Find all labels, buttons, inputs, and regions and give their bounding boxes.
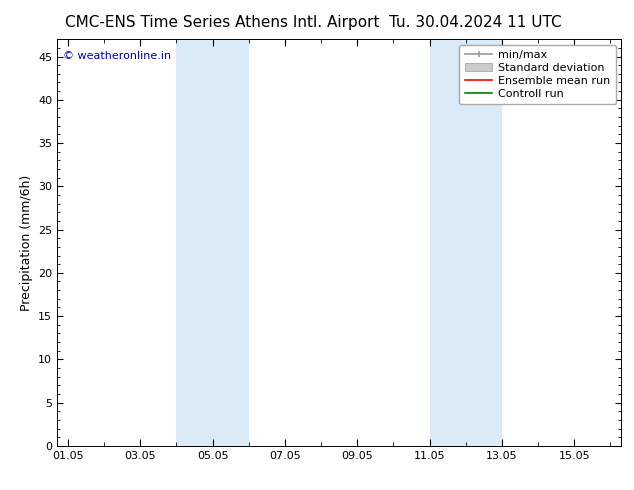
Legend: min/max, Standard deviation, Ensemble mean run, Controll run: min/max, Standard deviation, Ensemble me… <box>459 45 616 104</box>
Text: CMC-ENS Time Series Athens Intl. Airport: CMC-ENS Time Series Athens Intl. Airport <box>65 15 379 30</box>
Bar <box>176 39 249 446</box>
Text: Tu. 30.04.2024 11 UTC: Tu. 30.04.2024 11 UTC <box>389 15 562 30</box>
Text: © weatheronline.in: © weatheronline.in <box>63 51 171 61</box>
Y-axis label: Precipitation (mm/6h): Precipitation (mm/6h) <box>20 174 32 311</box>
Bar <box>430 39 502 446</box>
